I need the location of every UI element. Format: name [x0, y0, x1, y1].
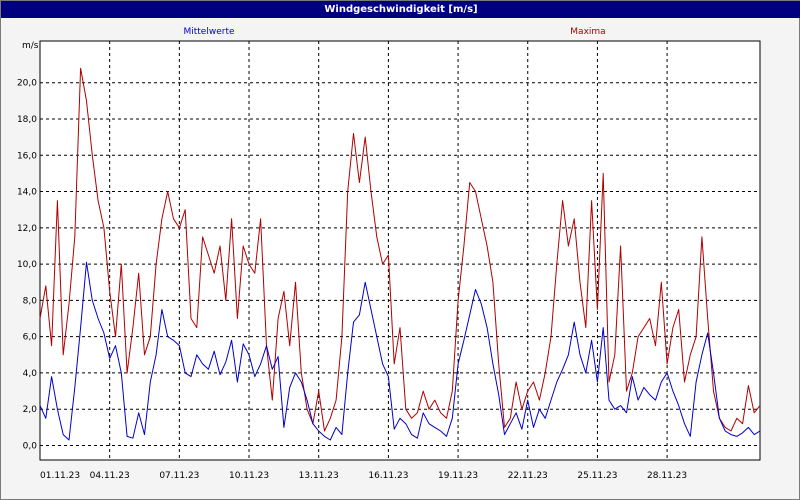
data-series [39, 67, 761, 441]
y-tick-label: 8,0 [23, 296, 38, 306]
y-tick-label: 12,0 [17, 224, 37, 234]
y-tick-label: 6,0 [23, 333, 38, 343]
y-tick-label: 16,0 [17, 151, 37, 161]
x-tick-label: 25.11.23 [577, 471, 617, 481]
y-axis-ticks: 0,0 2,0 4,0 6,0 8,0 10,0 12,0 14,0 16,0 18,0 20,0 [17, 79, 37, 452]
x-tick-label: 07.11.23 [159, 471, 199, 481]
y-tick-label: 10,0 [17, 260, 37, 270]
grid-lines [40, 41, 760, 460]
x-tick-label: 01.11.23 [40, 471, 80, 481]
y-tick-label: 2,0 [23, 405, 38, 415]
x-tick-label: 19.11.23 [438, 471, 478, 481]
plot-area [39, 40, 761, 461]
x-tick-label: 04.11.23 [90, 471, 130, 481]
legend-maxima: Maxima [570, 27, 605, 37]
window-title: Windgeschwindigkeit [m/s] [1, 1, 800, 18]
x-axis-ticks: 01.11.23 04.11.23 07.11.23 10.11.23 13.11.23… [40, 471, 687, 481]
series-line-maxima [39, 67, 761, 432]
y-tick-label: 14,0 [17, 188, 37, 198]
series-line-mittelwerte [39, 261, 761, 441]
y-tick-label: 18,0 [17, 115, 37, 125]
x-tick-label: 28.11.23 [647, 471, 687, 481]
x-tick-label: 16.11.23 [368, 471, 408, 481]
y-unit-label: m/s [22, 41, 39, 51]
legend-mittelwerte: Mittelwerte [183, 27, 234, 37]
x-tick-label: 10.11.23 [229, 471, 269, 481]
y-tick-label: 0,0 [23, 441, 38, 451]
x-tick-label: 13.11.23 [299, 471, 339, 481]
y-tick-label: 4,0 [23, 369, 38, 379]
y-tick-label: 20,0 [17, 79, 37, 89]
x-tick-label: 22.11.23 [508, 471, 548, 481]
